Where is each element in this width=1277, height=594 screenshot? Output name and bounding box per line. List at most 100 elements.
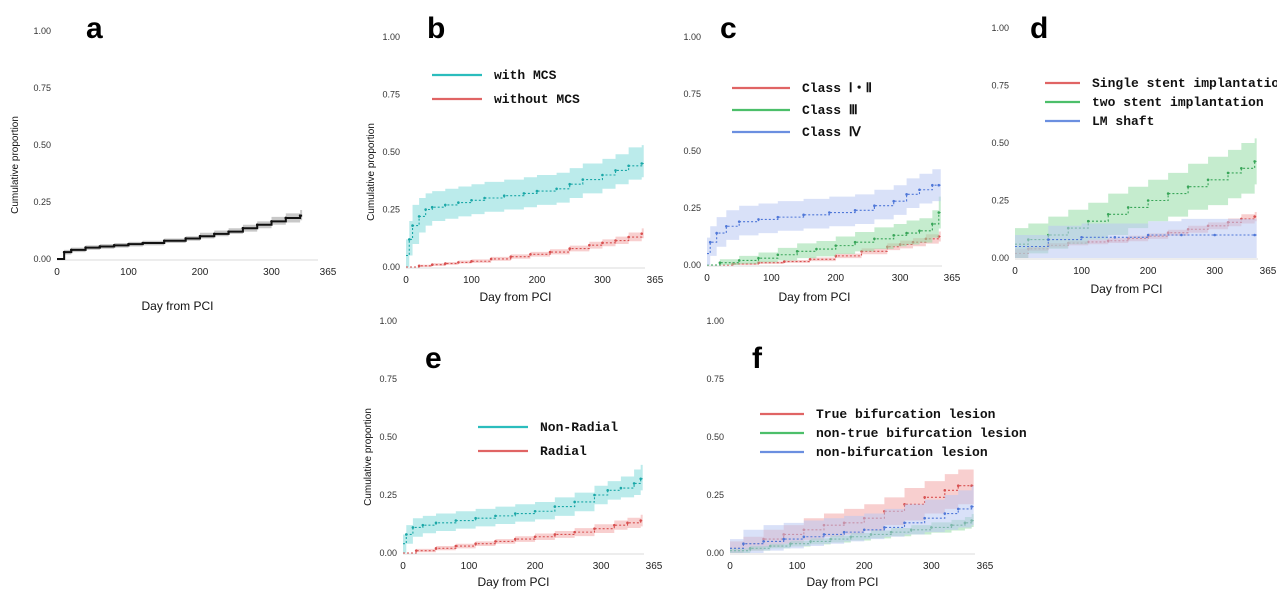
censor-mark [457,201,460,204]
censor-mark [1240,167,1243,170]
censor-mark [757,256,760,260]
y-tick-label: 0.50 [991,138,1009,148]
y-tick-label: 0.50 [382,147,400,157]
censor-mark [417,264,421,268]
x-tick-label: 0 [1012,266,1018,277]
y-tick-label: 0.00 [33,254,51,264]
censor-mark [424,208,427,211]
censor-mark [606,489,609,492]
censor-mark [270,220,273,223]
legend: with MCS without MCS [432,68,580,107]
y-tick-label: 0.75 [706,374,724,384]
censor-mark [782,537,785,541]
censor-mark [405,533,408,536]
panel-letter-b: b [427,12,445,45]
y-tick-label: 0.50 [683,146,701,156]
censor-mark [614,239,617,242]
legend-label: Class Ⅲ [802,103,858,118]
y-tick-label: 0.75 [33,83,51,93]
censor-mark [737,259,741,262]
censor-mark [457,261,460,264]
x-tick-label: 300 [263,267,280,278]
series-0 [57,209,303,260]
censor-mark [474,542,477,546]
y-tick-label: 0.50 [33,140,51,150]
y-tick-label: 0.25 [683,203,701,213]
censor-mark [776,253,780,257]
x-tick-label: 100 [461,561,478,572]
censor-mark [533,509,537,513]
confidence-band [403,464,643,553]
censor-mark [411,526,415,529]
x-axis-title: Day from PCI [477,575,549,589]
x-tick-label: 100 [763,273,780,284]
censor-mark [883,526,886,529]
censor-mark [568,182,571,186]
legend-label: Radial [540,444,587,459]
panel-b: b 0.00 0.25 0.50 0.75 1.00 0 100 200 300 365 Day fr… [366,12,664,304]
y-tick-label: 0.75 [382,90,400,100]
censor-mark [593,527,596,530]
km-step-line [707,184,941,255]
censor-mark [1253,215,1256,218]
censor-mark [931,222,934,226]
y-tick-label: 1.00 [991,23,1009,33]
km-step-line [707,212,941,266]
censor-mark [573,530,576,534]
censor-mark [1126,206,1130,209]
y-tick-label: 1.00 [382,32,400,42]
x-axis-title: Day from PCI [778,290,850,304]
censor-mark [533,535,537,539]
censor-mark [614,169,617,172]
censor-mark [808,258,812,261]
censor-mark [470,199,473,202]
panel-letter-d: d [1030,12,1048,45]
censor-mark [853,240,857,244]
y-tick-label: 0.75 [683,89,701,99]
censor-mark [903,521,906,525]
censor-mark [227,230,230,233]
x-tick-label: 365 [977,561,994,572]
x-tick-label: 0 [704,273,710,284]
censor-mark [842,530,846,534]
x-tick-label: 300 [923,561,940,572]
censor-mark [776,215,780,219]
y-tick-label: 0.00 [991,253,1009,263]
x-tick-label: 0 [727,561,733,572]
censor-mark [513,512,517,515]
legend: Class Ⅰ・Ⅱ Class Ⅲ Class Ⅳ [732,81,872,140]
y-tick-label: 0.25 [33,197,51,207]
panel-e: e 0.00 0.25 0.50 0.75 1.00 0 100 200 300 365 Day fr… [363,316,663,589]
censor-mark [640,232,644,235]
x-axis-title: Day from PCI [806,575,878,589]
x-tick-label: 200 [856,561,873,572]
x-tick-label: 0 [400,561,406,572]
censor-mark [918,229,921,233]
censor-mark [434,547,438,550]
censor-mark [70,248,73,252]
legend-label: True bifurcation lesion [816,407,996,422]
y-tick-label: 1.00 [683,32,701,42]
censor-mark [725,224,728,228]
censor-mark [162,239,166,243]
censor-mark [923,516,926,520]
censor-mark [407,238,411,241]
x-tick-label: 300 [892,273,909,284]
censor-mark [568,247,571,250]
censor-mark [943,489,947,492]
censor-mark [943,512,947,515]
km-step-line [406,233,644,268]
y-axis-title: Cumulative proportion [363,408,374,506]
legend-label: Class Ⅰ・Ⅱ [802,81,872,96]
y-axis-title: Cumulative proportion [10,116,21,214]
censor-mark [588,243,591,247]
x-tick-label: 200 [1140,266,1157,277]
x-tick-label: 0 [403,275,409,286]
y-tick-label: 0.25 [706,490,724,500]
y-tick-label: 0.50 [379,432,397,442]
censor-mark [434,521,438,525]
y-tick-label: 0.25 [379,490,397,500]
x-tick-label: 300 [1206,266,1223,277]
censor-mark [474,516,477,520]
x-axis-title: Day from PCI [141,299,213,313]
